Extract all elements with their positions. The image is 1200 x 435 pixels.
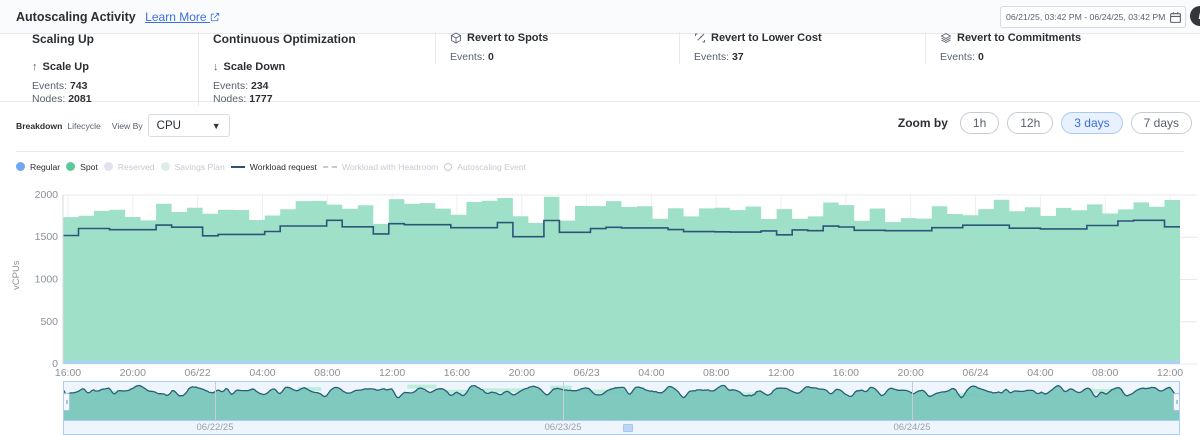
svg-text:12:00: 12:00 [379, 367, 405, 378]
svg-text:04:00: 04:00 [1027, 367, 1053, 378]
svg-text:04:00: 04:00 [249, 367, 275, 378]
svg-text:08:00: 08:00 [703, 367, 729, 378]
svg-text:20:00: 20:00 [898, 367, 924, 378]
svg-text:16:00: 16:00 [833, 367, 859, 378]
svg-text:2000: 2000 [35, 189, 59, 201]
svg-text:12:00: 12:00 [768, 367, 794, 378]
svg-text:08:00: 08:00 [314, 367, 340, 378]
svg-text:500: 500 [40, 316, 58, 328]
svg-text:1500: 1500 [35, 231, 59, 243]
svg-text:06/23: 06/23 [573, 367, 599, 378]
svg-text:1000: 1000 [35, 274, 59, 286]
svg-text:20:00: 20:00 [120, 367, 146, 378]
svg-text:20:00: 20:00 [509, 367, 535, 378]
svg-text:16:00: 16:00 [444, 367, 470, 378]
svg-text:06/22: 06/22 [184, 367, 210, 378]
svg-text:06/24: 06/24 [962, 367, 988, 378]
svg-text:12:00: 12:00 [1157, 367, 1183, 378]
svg-text:08:00: 08:00 [1092, 367, 1118, 378]
svg-text:04:00: 04:00 [638, 367, 664, 378]
svg-text:16:00: 16:00 [55, 367, 81, 378]
